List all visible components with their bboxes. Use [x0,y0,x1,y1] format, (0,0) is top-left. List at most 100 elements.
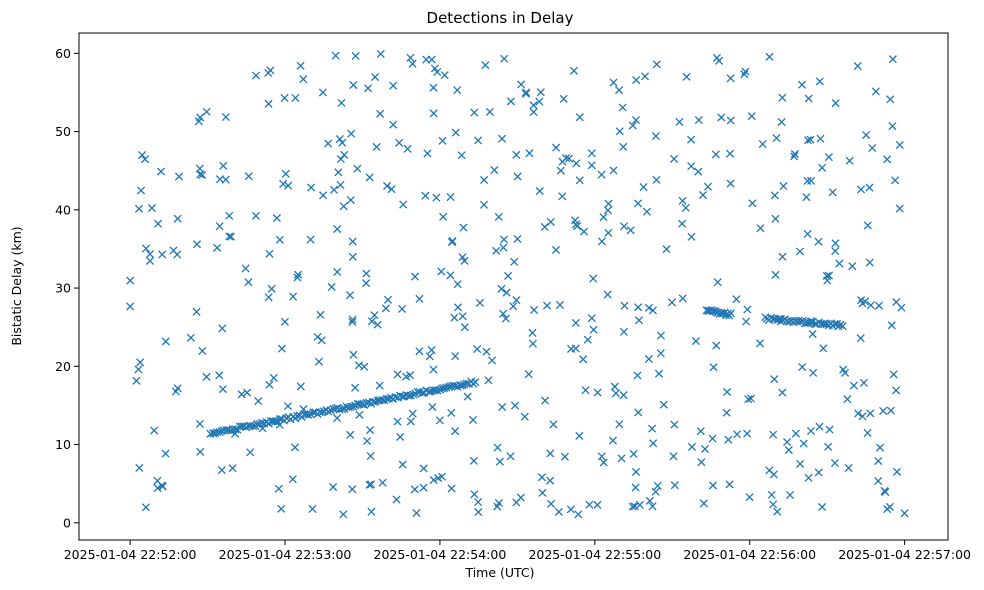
clutter-point [363,436,372,446]
clutter-point [610,382,619,391]
clutter-point [755,339,765,348]
clutter-point [868,143,877,153]
clutter-point [633,199,643,208]
clutter-point [429,83,438,92]
clutter-point [279,179,288,189]
clutter-point [648,306,657,315]
clutter-point [440,71,449,80]
target-track-1-point [358,400,367,409]
clutter-point [608,436,618,445]
clutter-point [504,271,513,280]
clutter-point [662,245,671,254]
clutter-point [554,507,563,516]
clutter-point [700,444,710,454]
clutter-point [603,290,612,299]
clutter-point [346,195,355,205]
clutter-point [251,71,261,80]
x-tick-label: 2025-01-04 22:53:00 [219,547,352,562]
clutter-point [656,349,665,358]
target-track-1-point [442,383,451,392]
clutter-point [651,487,660,496]
target-track-1-point [458,381,467,390]
clutter-point [132,376,141,385]
clutter-point [708,481,718,490]
clutter-point [844,463,853,473]
clutter-point [795,247,805,256]
clutter-point [281,169,290,178]
clutter-point [376,49,385,59]
clutter-point [778,93,787,102]
clutter-point [360,362,369,371]
y-axis-label: Bistatic Delay (km) [9,226,24,345]
x-axis-ticks: 2025-01-04 22:52:00 2025-01-04 22:53:00 20… [64,540,971,562]
clutter-point [215,222,224,231]
clutter-point [546,476,555,485]
clutter-point [497,284,506,293]
clutter-point [198,170,207,179]
clutter-point [653,481,662,490]
clutter-point [158,482,167,491]
clutter-point [525,149,534,158]
clutter-point [480,175,489,185]
clutter-point [571,318,580,328]
clutter-point [392,495,401,504]
target-track-1-point [304,410,313,419]
y-tick-label: 30 [55,281,71,296]
clutter-point [383,181,392,191]
clutter-point [615,86,624,95]
clutter-point [500,54,509,63]
clutter-point [629,449,638,458]
clutter-point [587,161,596,170]
clutter-point [597,170,606,179]
clutter-point [651,131,660,141]
clutter-point [634,316,644,325]
clutter-point [269,373,278,383]
clutter-point [769,470,778,479]
clutter-point [758,139,767,149]
clutter-point [451,128,460,137]
clutter-point [512,150,521,159]
clutter-point [243,388,252,397]
target-track-1-point [462,379,471,388]
clutter-point [389,120,398,129]
clutter-point [510,257,519,266]
clutter-point [895,140,904,149]
clutter-point [349,80,358,90]
clutter-point [900,509,909,518]
clutter-point [509,302,518,311]
clutter-point [277,344,286,353]
clutter-point [609,78,618,87]
clutter-point [145,249,155,259]
clutter-point [433,67,442,77]
clutter-point [492,246,501,255]
clutter-point [140,155,150,164]
clutter-point [487,356,497,365]
clutter-point [678,219,687,228]
clutter-point [506,452,515,461]
clutter-point [365,480,374,489]
clutter-point [213,243,222,252]
clutter-point [389,81,398,90]
target-track-1-point [433,386,442,395]
clutter-point [579,355,588,364]
clutter-point [406,371,415,380]
clutter-point [713,278,722,287]
clutter-point [816,134,825,143]
clutter-point [226,232,236,241]
target-track-1-point [324,407,333,416]
clutter-point [887,321,896,330]
clutter-point [874,456,883,466]
clutter-point [575,431,584,440]
clutter-point [367,507,376,516]
clutter-point [645,496,654,505]
clutter-point [649,439,658,448]
clutter-point [620,301,629,310]
clutter-point [556,166,565,175]
clutter-point [314,357,323,366]
clutter-point [802,193,811,202]
clutter-point [153,484,162,493]
clutter-point [711,150,720,159]
clutter-point [566,505,575,514]
clutter-point [779,182,788,191]
clutter-point [450,313,459,322]
